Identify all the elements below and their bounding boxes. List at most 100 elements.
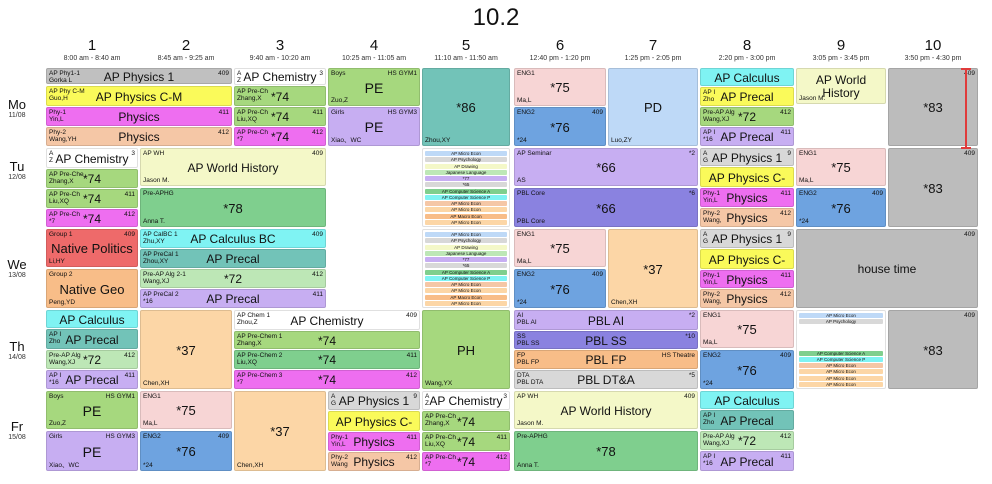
- lesson-cell[interactable]: *76 ENG2 409 *24: [796, 188, 886, 227]
- elective-item[interactable]: AP Micro Econ: [425, 300, 507, 306]
- lesson-cell[interactable]: *76 ENG2 409 *24: [514, 269, 606, 308]
- elective-item[interactable]: Japanese Language: [425, 250, 507, 256]
- lesson-cell[interactable]: *66 PBL Core *6 PBL Core: [514, 188, 698, 227]
- elective-item[interactable]: AP Micro Econ: [425, 151, 507, 156]
- elective-item[interactable]: AP Psychology: [799, 319, 883, 325]
- lesson-cell[interactable]: Physics Phy-1 Yin,L 411: [328, 432, 420, 451]
- lesson-cell[interactable]: AP Precal AP I *16 411: [700, 127, 794, 146]
- lesson-cell[interactable]: PBL FP FP PBL FP HS Theatre: [514, 350, 698, 369]
- lesson-cell[interactable]: *74 AP Pre-Ch *7 412: [46, 209, 138, 227]
- elective-item[interactable]: AP Micro Econ: [425, 201, 507, 206]
- lesson-cell[interactable]: AP Precal AP PreCal 2 *16 411: [140, 289, 326, 308]
- lesson-cell[interactable]: AP Chemistry A Z 3: [234, 68, 326, 85]
- lesson-cell[interactable]: AP Physics 1 AP Phy1-1 Gorka L 409: [46, 68, 232, 84]
- lesson-cell[interactable]: Physics Phy-2 Wang, 412: [700, 208, 794, 227]
- elective-item[interactable]: AP Macro Econ: [425, 213, 507, 219]
- elective-item[interactable]: *77: [425, 176, 507, 181]
- elective-item[interactable]: AP Computer Science P: [799, 356, 883, 362]
- lesson-cell[interactable]: AP Calculus BC AP CalBC 1 Zhu,XY 409: [140, 229, 326, 248]
- elective-item[interactable]: AP Micro Econ: [425, 207, 507, 213]
- lesson-cell[interactable]: PE Girls HS GYM3 Xiao、WC: [46, 431, 138, 471]
- lesson-cell[interactable]: *76 ENG2 409 *24: [514, 107, 606, 146]
- lesson-cell[interactable]: Native Geo Group 2 Peng,YD: [46, 269, 138, 308]
- lesson-cell[interactable]: Physics Phy-1 Yin,L 411: [700, 270, 794, 288]
- elective-item[interactable]: AP Micro Econ: [799, 381, 883, 387]
- lesson-cell[interactable]: AP Precal AP PreCal 1 Zhou,XY: [140, 249, 326, 268]
- lesson-cell[interactable]: *72 Pre-AP Alg Wang,XJ 412: [700, 107, 794, 126]
- lesson-cell[interactable]: AP Chemistry A Z 3: [422, 391, 510, 410]
- lesson-cell[interactable]: PBL AI AI PBL AI *2: [514, 310, 698, 330]
- lesson-cell[interactable]: *37 Chen,XH: [608, 229, 698, 308]
- elective-item[interactable]: AP Drawing: [425, 244, 507, 250]
- elective-item[interactable]: *65: [425, 182, 507, 188]
- elective-item[interactable]: AP Micro Econ: [425, 232, 507, 237]
- lesson-cell[interactable]: Physics Phy-2 Wang, 412: [700, 289, 794, 308]
- lesson-cell[interactable]: *74 AP Pre-Ch *7 412: [422, 452, 510, 471]
- lesson-cell[interactable]: *74 AP Pre-Chem 2 Liu,XQ 411: [234, 350, 420, 369]
- elective-item[interactable]: AP Micro Econ: [425, 219, 507, 225]
- elective-block[interactable]: AP Micro Econ AP Psychology AP Drawing Japa…: [422, 148, 510, 227]
- lesson-cell[interactable]: AP World History AP WH 409 Jason M.: [514, 391, 698, 429]
- lesson-cell[interactable]: *74 AP Pre-Ch Zhang,X: [234, 86, 326, 106]
- elective-block[interactable]: AP Micro Econ AP Psychology AP Drawing Japa…: [422, 229, 510, 308]
- lesson-cell[interactable]: AP Precal AP I Zho: [46, 329, 138, 349]
- elective-item[interactable]: [799, 344, 883, 350]
- lesson-cell[interactable]: *76 ENG2 409 *24: [700, 350, 794, 389]
- elective-item[interactable]: AP Micro Econ: [799, 369, 883, 375]
- lesson-cell[interactable]: *74 AP Pre-Che Zhang,X: [46, 169, 138, 188]
- lesson-cell[interactable]: AP Calculus: [46, 310, 138, 328]
- lesson-cell[interactable]: *75 ENG1 Ma,L: [514, 68, 606, 106]
- lesson-cell[interactable]: AP Physics C-M AP Phy C-M Guo,H: [46, 86, 232, 106]
- lesson-cell[interactable]: *37 Chen,XH: [234, 391, 326, 471]
- lesson-cell[interactable]: *86 Zhou,XY: [422, 68, 510, 146]
- elective-block[interactable]: AP Micro Econ AP Psychology AP Computer Sc…: [796, 310, 886, 389]
- lesson-cell[interactable]: Physics Phy-1 Yin,L 411: [46, 107, 232, 126]
- elective-item[interactable]: AP Micro Econ: [799, 363, 883, 368]
- elective-item[interactable]: AP Psychology: [425, 238, 507, 244]
- lesson-cell[interactable]: *74 AP Pre-Ch Zhang,X: [422, 411, 510, 431]
- lesson-cell[interactable]: Physics Phy-2 Wang 412: [328, 452, 420, 471]
- elective-item[interactable]: AP Micro Econ: [425, 288, 507, 294]
- lesson-cell[interactable]: *76 ENG2 409 *24: [140, 431, 232, 471]
- lesson-cell[interactable]: AP Calculus: [700, 68, 794, 86]
- lesson-cell[interactable]: *74 AP Pre-Chem 3 *7 412: [234, 370, 420, 389]
- lesson-cell[interactable]: AP Calculus: [700, 391, 794, 409]
- lesson-cell[interactable]: PH Wang,YX: [422, 310, 510, 389]
- elective-item[interactable]: [799, 331, 883, 337]
- lesson-cell[interactable]: *74 AP Pre-Ch Liu,XQ 411: [234, 107, 326, 126]
- lesson-cell[interactable]: AP Physics C-: [700, 167, 794, 187]
- elective-item[interactable]: AP Computer Science P: [425, 275, 507, 281]
- lesson-cell[interactable]: *37 Chen,XH: [140, 310, 232, 389]
- lesson-cell[interactable]: Native Politics Group 1 409 Li,HY: [46, 229, 138, 267]
- lesson-cell[interactable]: AP Precal AP I *16 411: [700, 451, 794, 471]
- elective-item[interactable]: AP Computer Science A: [425, 188, 507, 194]
- lesson-cell[interactable]: *72 Pre-AP Alg 2-1 Wang,XJ 412: [140, 269, 326, 288]
- lesson-cell[interactable]: PE Girls HS GYM3 Xiao、WC: [328, 107, 420, 146]
- lesson-cell[interactable]: *78 Pre-APHG Anna T.: [514, 431, 698, 471]
- elective-item[interactable]: AP Micro Econ: [425, 282, 507, 287]
- lesson-cell[interactable]: *75 ENG1 Ma,L: [796, 148, 886, 186]
- lesson-cell[interactable]: AP Chemistry A Z 3: [46, 148, 138, 168]
- lesson-cell[interactable]: *72 Pre-AP Alg Wang,XJ 412: [46, 350, 138, 369]
- lesson-cell[interactable]: *83 409: [888, 68, 978, 146]
- elective-item[interactable]: AP Micro Econ: [799, 313, 883, 318]
- lesson-cell[interactable]: *72 Pre-AP Alg Wang,XJ 412: [700, 431, 794, 450]
- lesson-cell[interactable]: PBL DT&A DTA PBL DTA *5: [514, 370, 698, 389]
- lesson-cell[interactable]: *78 Pre-APHG Anna T.: [140, 188, 326, 227]
- lesson-cell[interactable]: AP World History Jason M.: [796, 68, 886, 104]
- lesson-cell[interactable]: *83 409: [888, 310, 978, 389]
- lesson-cell[interactable]: AP Chemistry AP Chem 1 Zhou,Z 409: [234, 310, 420, 330]
- lesson-cell[interactable]: AP Physics C-: [328, 411, 420, 431]
- lesson-cell[interactable]: AP Precal AP I Zho: [700, 410, 794, 430]
- lesson-cell[interactable]: *75 ENG1 Ma,L: [514, 229, 606, 267]
- lesson-cell[interactable]: PE Boys HS GYM1 Zuo,Z: [46, 391, 138, 429]
- lesson-cell[interactable]: *75 ENG1 Ma,L: [700, 310, 794, 348]
- lesson-cell[interactable]: *75 ENG1 Ma,L: [140, 391, 232, 429]
- elective-item[interactable]: [799, 325, 883, 331]
- lesson-cell[interactable]: AP World History AP WH 409 Jason M.: [140, 148, 326, 186]
- elective-item[interactable]: AP Psychology: [425, 157, 507, 163]
- elective-item[interactable]: *65: [425, 263, 507, 269]
- lesson-cell[interactable]: *74 AP Pre-Ch Liu,XQ 411: [422, 432, 510, 451]
